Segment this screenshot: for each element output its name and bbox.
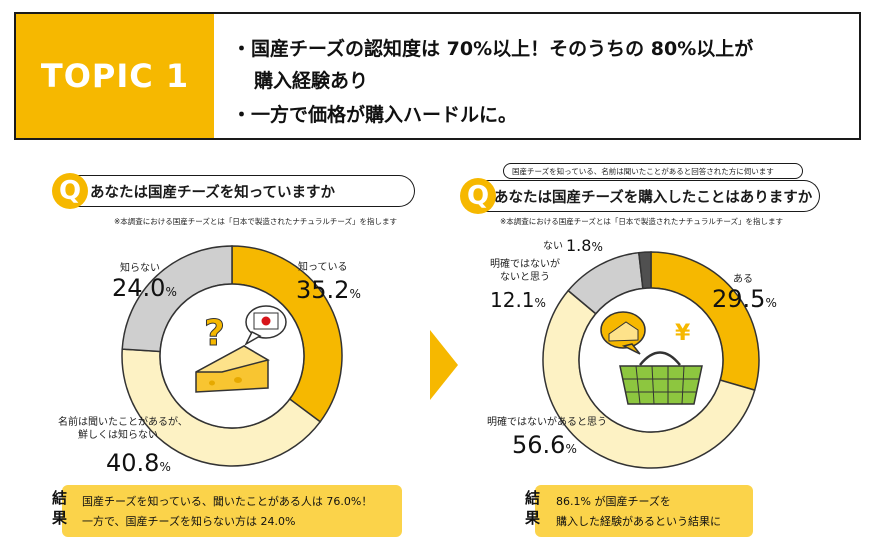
cheese-icon [195, 345, 270, 393]
right-prequestion-pill [503, 163, 803, 179]
right-result-line-1: 86.1% が国産チーズを [556, 495, 671, 508]
left-question-pill: あなたは国産チーズを知っていますか [70, 175, 415, 207]
right-result-line-2: 購入した経験があるという結果に [556, 515, 721, 528]
right-slice-3-label: ない [543, 241, 563, 252]
right-slice-1-label: 明確ではないがあると思う [487, 417, 607, 428]
right-slice-3-value: 1.8% [566, 236, 603, 255]
right-question-pill: あなたは国産チーズを購入したことはありますか [480, 180, 820, 212]
right-slice-0-label: ある [733, 274, 753, 285]
left-slice-0-value: 35.2% [296, 276, 361, 304]
topic-label: TOPIC 1 [16, 14, 214, 138]
left-slice-2-label: 知らない [120, 263, 160, 274]
right-result-box [535, 485, 753, 537]
right-slice-2-value: 12.1% [490, 288, 546, 312]
yen-icon: ¥ [675, 321, 691, 346]
right-note: ※本調査における国産チーズとは「日本で製造されたナチュラルチーズ」を指します [500, 217, 784, 226]
topic-line-2: 購入経験あり [254, 70, 369, 92]
topic-line-3: ・一方で価格が購入ハードルに。 [232, 104, 518, 126]
right-question-text: あなたは国産チーズを購入したことはありますか [494, 189, 813, 206]
left-q-icon: Q [52, 173, 88, 209]
left-slice-0-label: 知っている [298, 262, 348, 273]
left-question-text: あなたは国産チーズを知っていますか [90, 184, 336, 201]
topic-line-1: ・国産チーズの認知度は 70%以上！そのうちの 80%以上が [232, 38, 754, 60]
left-result-heading: 結果 [52, 489, 68, 527]
right-donut-hole [578, 287, 724, 433]
left-note: ※本調査における国産チーズとは「日本で製造されたナチュラルチーズ」を指します [114, 217, 398, 226]
left-result-line-2: 一方で、国産チーズを知らない方は 24.0% [82, 515, 296, 528]
japan-flag-bubble-icon [244, 305, 287, 346]
shopping-basket-icon [619, 351, 703, 405]
question-mark-icon: ? [204, 313, 225, 354]
right-prequestion-text: 国産チーズを知っている、名前は聞いたことがあると回答された方に伺います [512, 167, 774, 176]
right-q-icon: Q [460, 178, 496, 214]
right-slice-1-value: 56.6% [512, 431, 577, 459]
right-slice-2-label: 明確ではないが ないと思う [490, 259, 560, 283]
left-slice-1-value: 40.8% [106, 449, 171, 477]
right-result-heading: 結果 [525, 489, 541, 527]
left-result-line-1: 国産チーズを知っている、聞いたことがある人は 76.0%！ [82, 495, 373, 508]
left-slice-2-value: 24.0% [112, 274, 177, 302]
arrow-icon [430, 330, 458, 400]
left-slice-1-label: 名前は聞いたことがあるが、 鮮しくは知らない [58, 417, 188, 441]
left-result-box [62, 485, 402, 537]
cheese-bubble-icon [600, 311, 646, 355]
right-slice-0-value: 29.5% [712, 285, 777, 313]
